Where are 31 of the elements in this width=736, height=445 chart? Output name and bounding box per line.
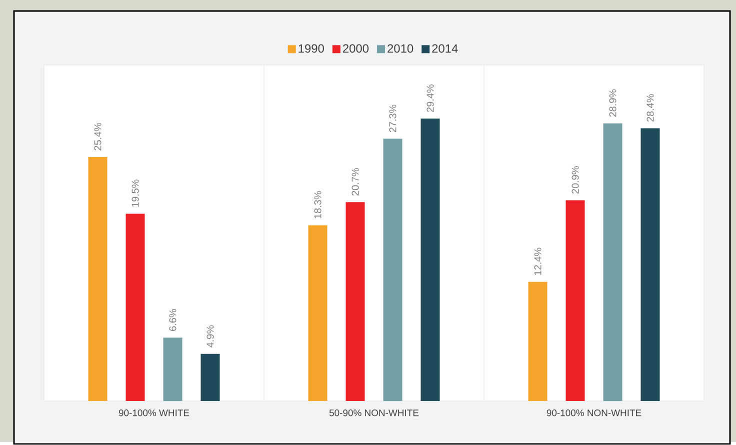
data-label: 6.6% [169,309,176,332]
bar [420,118,440,402]
data-label: 18.3% [314,191,322,218]
data-label: 28.9% [609,89,616,117]
data-label: 12.4% [534,248,542,276]
bar [346,202,365,402]
bar [640,128,660,402]
data-label: 29.4% [426,84,434,112]
bar [566,200,585,402]
x-tick-label: 90-100% WHITE [118,410,190,416]
bar [308,225,328,402]
bar [528,282,548,402]
data-label: 4.9% [206,325,214,348]
data-label: 28.4% [646,94,654,122]
bar [163,338,182,402]
legend-label: 2014 [432,44,458,53]
x-tick-label: 50-90% NON-WHITE [329,410,419,416]
legend-label: 2010 [388,44,414,53]
bar [88,157,108,402]
data-label: 19.5% [132,180,139,207]
data-label: 20.9% [572,166,579,194]
bar [383,138,402,402]
x-tick-label: 90-100% NON-WHITE [546,410,642,416]
legend-label: 2000 [343,44,369,53]
bar [200,354,220,402]
bar [603,124,622,402]
data-label: 20.7% [352,168,359,196]
data-label: 25.4% [94,123,102,150]
bar [126,214,145,402]
data-label: 27.3% [389,104,396,132]
legend-label: 1990 [298,44,324,53]
